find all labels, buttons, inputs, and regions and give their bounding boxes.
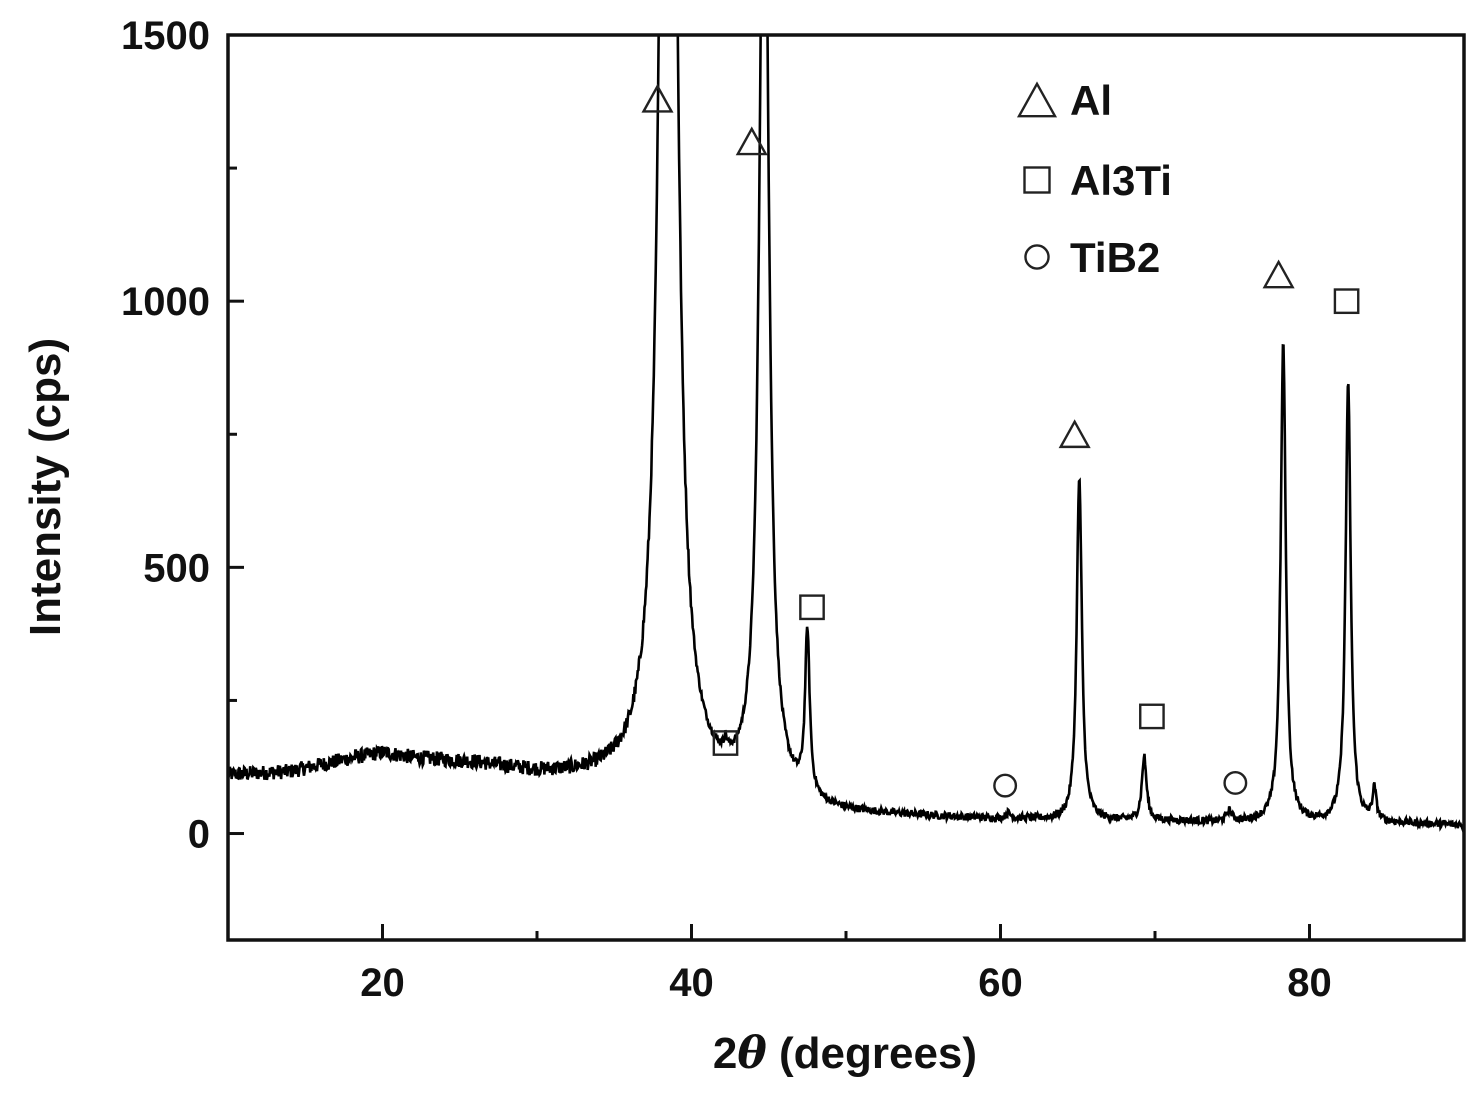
plot-area xyxy=(228,35,1464,833)
legend-square-icon xyxy=(1023,166,1051,194)
circle-phase-marker xyxy=(1223,770,1248,795)
legend-triangle-icon xyxy=(1016,81,1058,118)
y-axis-title: Intensity (cps) xyxy=(21,338,70,636)
x-axis-title-prefix: 2 xyxy=(713,1029,737,1078)
axis-ticks xyxy=(228,33,1311,940)
legend-label: TiB2 xyxy=(1070,234,1160,281)
legend-label: Al3Ti xyxy=(1070,157,1172,204)
xrd-series-line xyxy=(228,35,1464,833)
square-phase-marker xyxy=(712,730,739,756)
legend: Al Al3Ti TiB2 xyxy=(1016,77,1172,281)
x-tick-label: 40 xyxy=(669,961,714,1005)
triangle-phase-marker xyxy=(735,126,768,156)
x-tick-label: 80 xyxy=(1287,961,1332,1005)
triangle-phase-marker xyxy=(1262,259,1295,289)
tick-labels: 20 40 60 80 0 500 1000 1500 xyxy=(121,14,1332,1005)
legend-label: Al xyxy=(1070,77,1112,124)
triangle-phase-marker xyxy=(1058,419,1091,449)
x-tick-label: 20 xyxy=(360,961,405,1005)
x-axis-title-symbol: θ xyxy=(737,1028,767,1079)
phase-markers xyxy=(641,83,1360,798)
square-phase-marker xyxy=(1333,288,1360,315)
x-tick-label: 60 xyxy=(978,961,1023,1005)
circle-phase-marker xyxy=(993,773,1018,798)
triangle-phase-marker xyxy=(641,83,674,113)
y-tick-label: 1500 xyxy=(121,14,210,58)
square-phase-marker xyxy=(799,594,825,621)
x-axis-title: 2θ (degrees) xyxy=(713,1028,977,1079)
x-axis-title-suffix: (degrees) xyxy=(767,1029,977,1078)
y-tick-label: 1000 xyxy=(121,280,210,324)
y-tick-label: 0 xyxy=(188,813,210,857)
square-phase-marker xyxy=(1139,703,1165,730)
legend-circle-icon xyxy=(1024,244,1050,270)
y-tick-label: 500 xyxy=(143,546,210,590)
